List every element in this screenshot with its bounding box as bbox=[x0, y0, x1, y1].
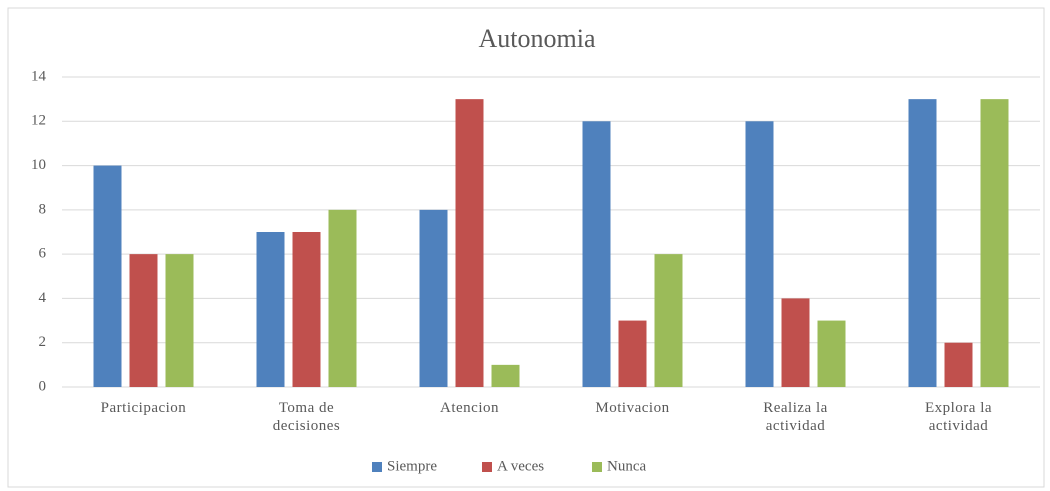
y-tick-label: 0 bbox=[39, 378, 47, 394]
y-tick-label: 8 bbox=[39, 201, 47, 217]
y-tick-label: 14 bbox=[31, 68, 47, 84]
bar bbox=[93, 165, 122, 387]
bar bbox=[817, 320, 846, 387]
bar bbox=[419, 209, 448, 387]
chart-border bbox=[7, 7, 1045, 488]
y-tick-label: 2 bbox=[39, 334, 47, 350]
legend-label: Siempre bbox=[387, 458, 437, 474]
y-tick-label: 6 bbox=[39, 246, 47, 262]
x-tick-label: Atencion bbox=[440, 400, 499, 416]
y-tick-label: 4 bbox=[39, 290, 47, 306]
x-tick-label: Toma de decisiones bbox=[272, 400, 341, 434]
bar bbox=[908, 99, 937, 388]
bar bbox=[944, 342, 973, 387]
bar bbox=[781, 298, 810, 387]
y-tick-label: 10 bbox=[31, 157, 46, 173]
bar bbox=[980, 99, 1009, 388]
legend-label: A veces bbox=[497, 458, 544, 474]
x-tick-label: Motivacion bbox=[595, 400, 670, 416]
chart-title: Autonomia bbox=[479, 24, 596, 53]
x-tick-label: Realiza la actividad bbox=[763, 400, 828, 434]
bar bbox=[455, 99, 484, 388]
bar bbox=[582, 121, 611, 388]
bar bbox=[654, 254, 683, 387]
bar bbox=[129, 254, 158, 387]
bar bbox=[491, 364, 520, 387]
bar bbox=[292, 232, 321, 387]
bar bbox=[165, 254, 194, 387]
bar bbox=[256, 232, 285, 387]
legend-swatch bbox=[592, 462, 602, 472]
x-tick-label: Participacion bbox=[100, 400, 187, 416]
bar bbox=[745, 121, 774, 388]
bar bbox=[328, 209, 357, 387]
legend-label: Nunca bbox=[607, 458, 646, 474]
legend-swatch bbox=[372, 462, 382, 472]
bar bbox=[618, 320, 647, 387]
x-tick-label: Explora la actividad bbox=[924, 400, 993, 434]
y-tick-label: 12 bbox=[31, 113, 46, 129]
legend-swatch bbox=[482, 462, 492, 472]
